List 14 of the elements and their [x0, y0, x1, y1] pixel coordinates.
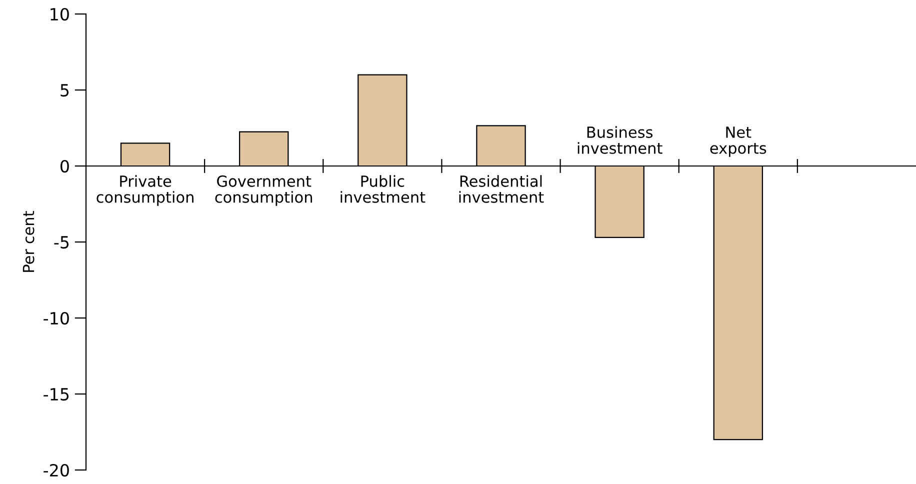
- x-tick-label: Business investment: [578, 126, 662, 154]
- y-tick-label: -5: [54, 236, 69, 249]
- x-tick-label: Residential investment: [459, 175, 544, 203]
- y-tick-label: 0: [60, 160, 69, 173]
- y-tick-label: -15: [44, 388, 69, 401]
- y-axis-title: Per cent: [22, 211, 34, 272]
- y-tick-label: -20: [44, 464, 69, 477]
- x-tick-label: Government consumption: [215, 175, 312, 206]
- y-tick-label: -10: [44, 312, 69, 325]
- y-tick-label: 10: [50, 8, 69, 21]
- x-tick-label: Net exports: [710, 126, 766, 157]
- x-tick-label: Private consumption: [96, 175, 194, 206]
- y-tick-label: 5: [60, 84, 69, 97]
- x-tick-label: Public investment: [340, 175, 426, 203]
